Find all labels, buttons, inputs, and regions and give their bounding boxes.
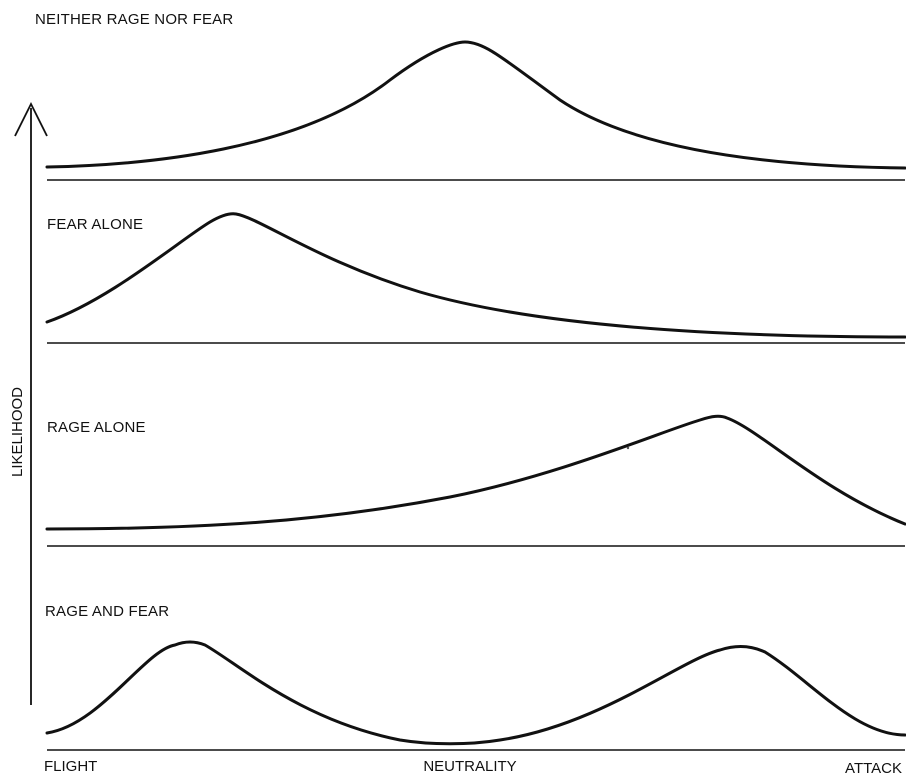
panel-rage: RAGE ALONE (45, 414, 906, 547)
behavior-axis-labels: FLIGHT NEUTRALITY ATTACK (44, 758, 902, 777)
panel-both: RAGE AND FEAR (45, 603, 906, 751)
panel-neither: NEITHER RAGE NOR FEAR (35, 11, 906, 181)
panel-rage-label: RAGE ALONE (47, 419, 146, 436)
panel-neither-curve (45, 40, 906, 170)
panel-both-curve (45, 640, 906, 746)
likelihood-axis-label: LIKELIHOOD (9, 387, 26, 477)
arrow-up-icon (14, 101, 48, 137)
likelihood-axis: LIKELIHOOD (9, 101, 48, 705)
panel-both-label: RAGE AND FEAR (45, 603, 169, 620)
scan-speck (626, 446, 630, 450)
panel-fear-label: FEAR ALONE (47, 216, 143, 233)
panel-fear-curve (45, 212, 906, 339)
x-axis-label-flight: FLIGHT (44, 758, 97, 775)
panel-fear: FEAR ALONE (45, 212, 906, 344)
x-axis-label-neutrality: NEUTRALITY (423, 758, 516, 775)
panel-rage-curve (45, 414, 906, 531)
panel-neither-label: NEITHER RAGE NOR FEAR (35, 11, 233, 28)
x-axis-label-attack: ATTACK (845, 760, 902, 775)
